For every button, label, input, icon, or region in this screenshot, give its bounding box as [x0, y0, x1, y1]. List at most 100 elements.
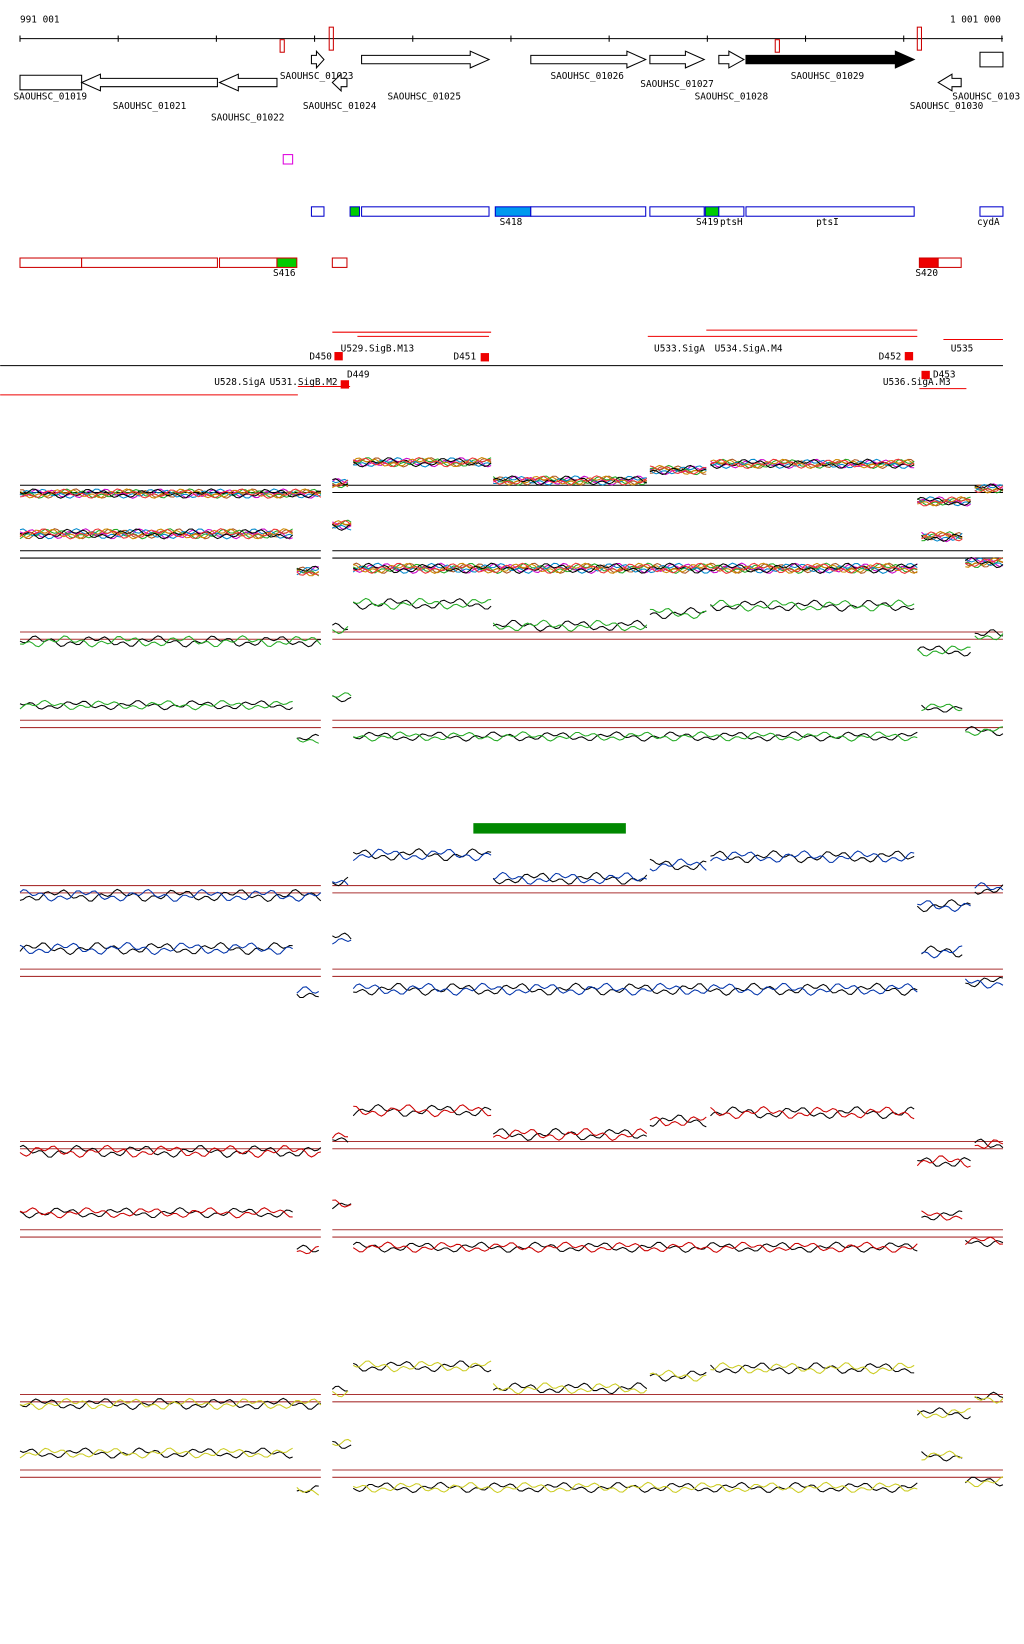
trace: [332, 524, 352, 531]
region-label: D452: [879, 352, 902, 363]
trace: [352, 848, 492, 862]
gene: [19, 74, 83, 91]
feature-box: [649, 206, 705, 217]
trace: [492, 475, 647, 486]
feature-box: [530, 206, 647, 217]
region-box: [904, 352, 914, 361]
trace: [19, 635, 321, 648]
trace: [649, 464, 707, 475]
trace: [965, 725, 1004, 737]
trace: [921, 530, 963, 539]
trace: [921, 531, 963, 541]
trace: [492, 619, 648, 632]
trace: [352, 456, 492, 468]
trace: [332, 622, 349, 631]
trace: [710, 458, 915, 469]
region-label: U528.SigA: [214, 377, 265, 388]
gene: [718, 50, 745, 69]
region-label: U533.SigA: [654, 343, 705, 354]
gene-label: SAOUHSC_01019: [14, 92, 88, 103]
gene-label: SAOUHSC_01030: [910, 101, 984, 112]
trace: [974, 486, 1004, 494]
ruler-mark: [916, 26, 922, 51]
trace: [965, 557, 1003, 568]
trace: [649, 858, 707, 871]
srna-box: [937, 257, 962, 268]
trace: [353, 1360, 492, 1373]
trace: [353, 562, 918, 574]
trace: [965, 1236, 1003, 1246]
feature-box: [310, 206, 325, 217]
feature-box: [361, 206, 490, 217]
trace: [710, 458, 915, 469]
gene: [310, 49, 325, 70]
trace: [492, 871, 647, 885]
trace: [710, 850, 915, 864]
feature-box: [979, 206, 1004, 217]
gene: [745, 50, 916, 69]
trace: [964, 1476, 1004, 1487]
trace: [710, 458, 915, 470]
trace: [353, 982, 918, 996]
trace: [19, 488, 322, 499]
trace: [296, 567, 319, 576]
trace: [353, 562, 918, 574]
trace: [19, 1447, 293, 1459]
trace: [974, 882, 1004, 891]
trace: [916, 645, 971, 657]
trace: [19, 528, 293, 540]
region-label: D451: [454, 352, 477, 363]
trace: [710, 850, 915, 863]
trace: [353, 731, 918, 742]
trace: [917, 496, 971, 507]
trace: [965, 557, 1004, 566]
trace: [19, 635, 322, 648]
region-box: [480, 353, 490, 362]
ruler-mark: [328, 26, 334, 51]
gene-label: SAOUHSC_01028: [695, 92, 769, 103]
srna-label: S420: [915, 268, 938, 279]
trace: [296, 737, 319, 744]
trace: [649, 608, 707, 620]
trace: [649, 465, 707, 475]
trace: [19, 1144, 321, 1158]
trace: [296, 571, 319, 576]
trace: [19, 1397, 322, 1411]
trace: [332, 1390, 349, 1398]
trace: [710, 1362, 915, 1375]
region-label: U529.SigB.M13: [341, 343, 415, 354]
gene-label: SAOUHSC_01026: [550, 71, 624, 82]
trace: [965, 1476, 1004, 1488]
trace: [332, 478, 349, 486]
region-label: D453: [933, 370, 956, 381]
trace: [296, 1485, 319, 1494]
region-label: U531.SigB.M2: [270, 377, 338, 388]
trace: [332, 938, 352, 945]
trace: [921, 1210, 963, 1221]
trace: [296, 1244, 319, 1253]
region-box: [340, 380, 350, 389]
gene: [937, 73, 962, 92]
srna-box: [918, 257, 939, 268]
srna-box: [331, 257, 348, 268]
trace: [332, 879, 349, 886]
region-label: U535: [951, 343, 974, 354]
trace: [916, 496, 971, 507]
gene-label: SAOUHSC_01023: [280, 71, 354, 82]
trace: [19, 1447, 293, 1459]
trace: [332, 519, 352, 526]
trace: [19, 1144, 322, 1158]
gene: [649, 50, 706, 69]
srna-box: [81, 257, 218, 268]
trace: [353, 1104, 492, 1118]
gene: [218, 73, 278, 92]
trace: [19, 1207, 293, 1219]
trace: [332, 521, 352, 530]
trace: [332, 1137, 349, 1143]
trace: [921, 703, 963, 712]
feature-label: ptsI: [816, 217, 839, 228]
gene: [331, 72, 348, 93]
trace: [332, 695, 352, 703]
srna-box: [218, 257, 278, 268]
